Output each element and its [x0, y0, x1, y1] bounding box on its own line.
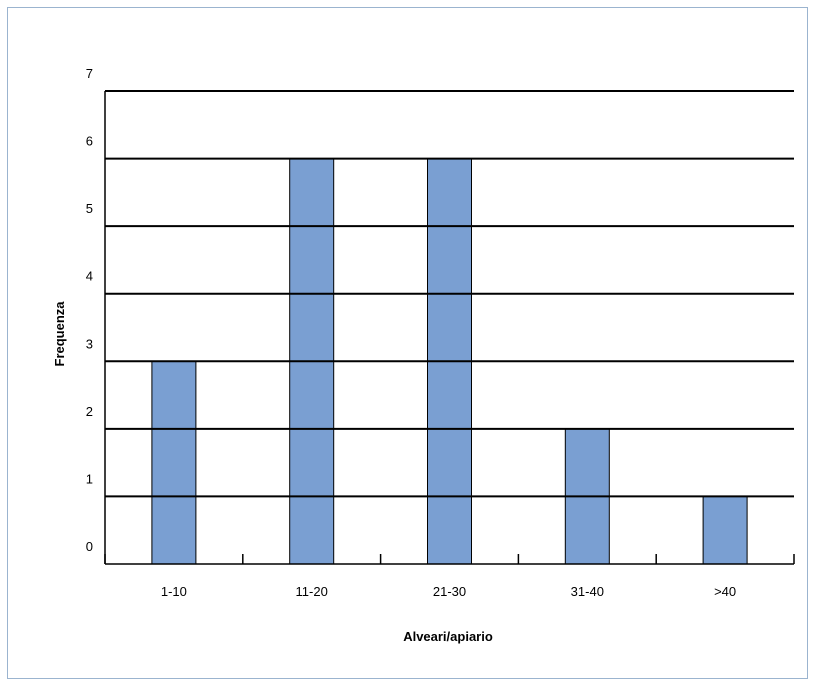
bar->40: [702, 495, 748, 565]
x-tick-labels: 1-10 11-20 21-30 31-40 >40: [161, 584, 736, 599]
bar-1-10: [151, 360, 197, 565]
y-tick-label: 2: [86, 404, 93, 419]
y-tick-labels: 0 1 2 3 4 5 6 7: [86, 66, 93, 554]
x-tick-label: >40: [714, 584, 736, 599]
y-tick-label: 3: [86, 336, 93, 351]
y-tick-label: 1: [86, 471, 93, 486]
x-axis-title: Alveari/apiario: [403, 629, 493, 644]
x-tick-label: 21-30: [433, 584, 466, 599]
y-tick-label: 5: [86, 201, 93, 216]
y-tick-label: 4: [86, 269, 93, 284]
axes: [104, 91, 795, 565]
x-tick-label: 31-40: [571, 584, 604, 599]
y-tick-label: 0: [86, 539, 93, 554]
y-axis-title: Frequenza: [52, 301, 67, 367]
y-tick-label: 7: [86, 66, 93, 81]
gridlines: [105, 90, 794, 498]
x-tick-label: 1-10: [161, 584, 187, 599]
chart-frame: [7, 7, 808, 679]
y-tick-label: 6: [86, 134, 93, 149]
x-tick-label: 11-20: [296, 584, 328, 599]
